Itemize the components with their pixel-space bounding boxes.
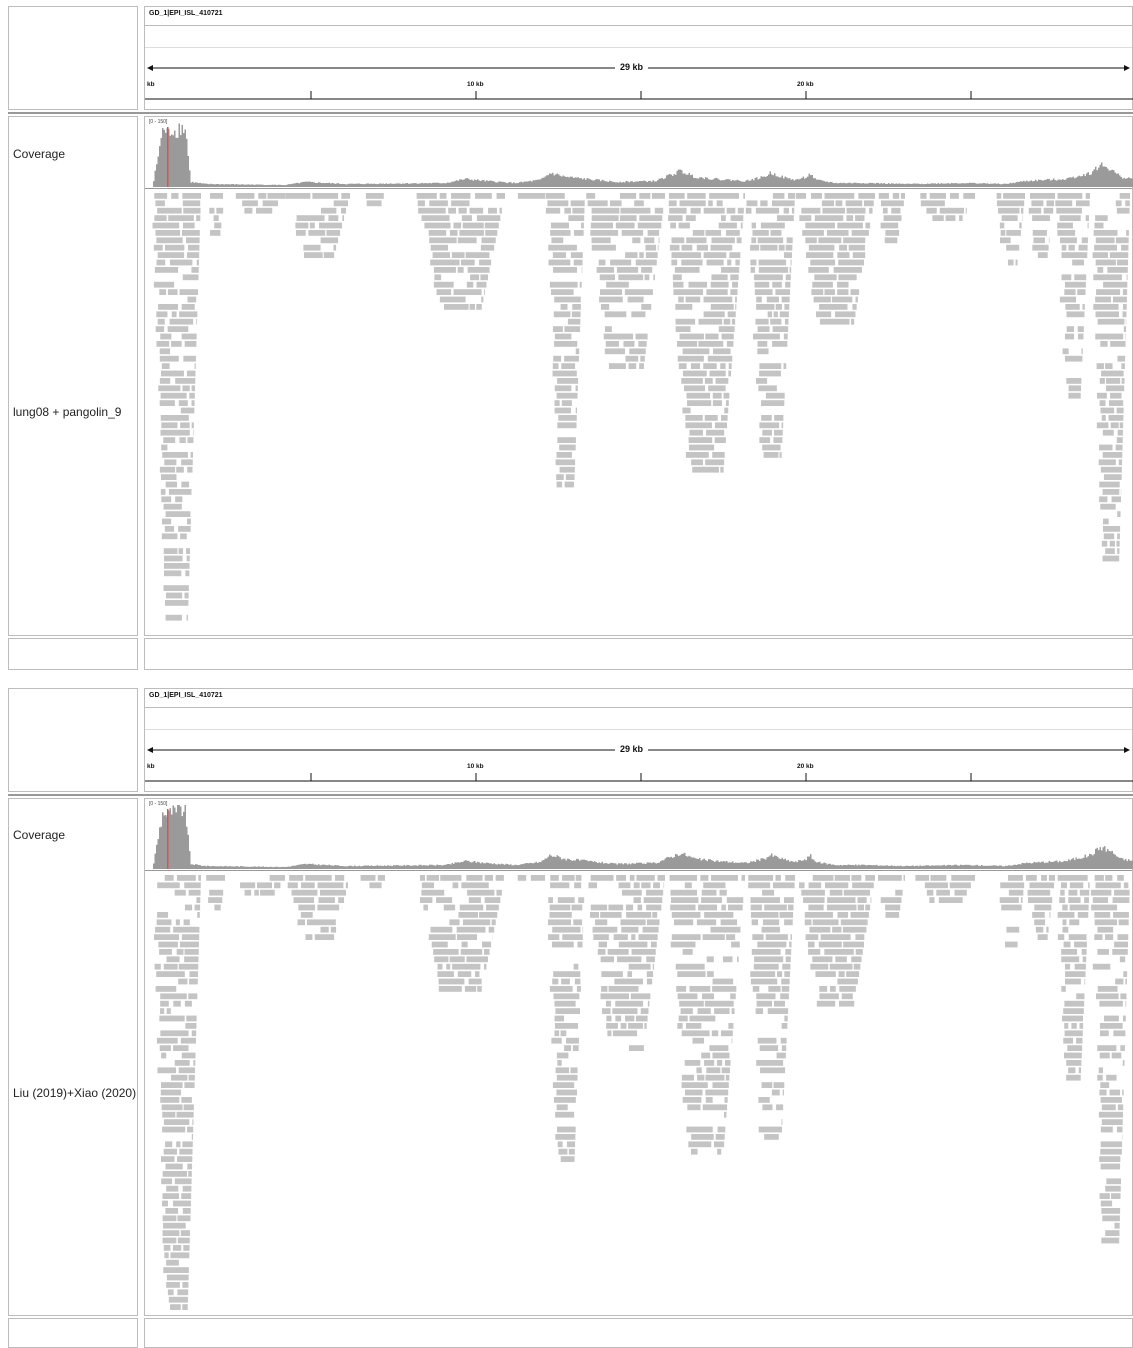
tick-label-20kb: 20 kb — [797, 81, 814, 88]
genome-name[interactable]: GD_1|EPI_ISL_410721 — [149, 10, 223, 17]
footer-name-cell — [8, 1318, 138, 1348]
footer-data-cell — [144, 638, 1133, 670]
alignment-track[interactable] — [145, 873, 1133, 1315]
coverage-range: [0 - 150] — [149, 119, 168, 125]
ruler-ticks — [145, 773, 1133, 782]
footer-name-cell — [8, 638, 138, 670]
header-name-cell — [8, 688, 138, 792]
data-area[interactable]: [0 - 150] — [144, 798, 1133, 1316]
header-name-cell — [8, 6, 138, 110]
coverage-track[interactable] — [145, 123, 1133, 189]
alignment-track[interactable] — [145, 191, 1133, 635]
coverage-range: [0 - 150] — [149, 801, 168, 807]
ruler-area[interactable]: GD_1|EPI_ISL_410721 29 kb kb 10 kb 20 kb — [144, 6, 1133, 110]
data-area[interactable]: [0 - 150] — [144, 116, 1133, 636]
ruler-area[interactable]: GD_1|EPI_ISL_410721 29 kb kb 10 kb 20 kb — [144, 688, 1133, 792]
ruler-ticks — [145, 91, 1133, 100]
coverage-track-label[interactable]: Coverage — [13, 147, 66, 161]
track-names: Coverage lung08 + pangolin_9 — [8, 116, 138, 636]
alignment-track-label[interactable]: lung08 + pangolin_9 — [13, 405, 122, 419]
alignment-track-label[interactable]: Liu (2019)+Xiao (2020) — [13, 1086, 137, 1100]
genome-name[interactable]: GD_1|EPI_ISL_410721 — [149, 692, 223, 699]
span-label: 29 kb — [615, 62, 649, 72]
tick-label-20kb: 20 kb — [797, 763, 814, 770]
tick-label-start: kb — [147, 763, 155, 770]
igv-panel-1: GD_1|EPI_ISL_410721 29 kb kb 10 kb 20 kb… — [8, 0, 1133, 672]
tick-label-10kb: 10 kb — [467, 763, 484, 770]
span-label: 29 kb — [615, 744, 649, 754]
igv-panel-2: GD_1|EPI_ISL_410721 29 kb kb 10 kb 20 kb… — [8, 682, 1133, 1348]
tick-label-10kb: 10 kb — [467, 81, 484, 88]
track-names: Coverage Liu (2019)+Xiao (2020) — [8, 798, 138, 1316]
coverage-track[interactable] — [145, 805, 1133, 871]
coverage-track-label[interactable]: Coverage — [13, 828, 66, 842]
footer-data-cell — [144, 1318, 1133, 1348]
tick-label-start: kb — [147, 81, 155, 88]
